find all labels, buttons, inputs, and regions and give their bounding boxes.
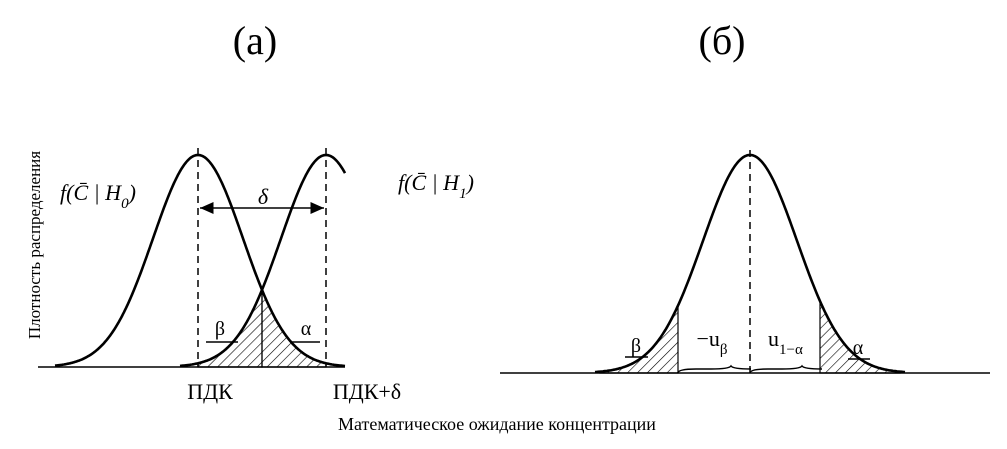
label-subscript: β (720, 342, 728, 358)
label-subscript: 1−α (779, 342, 803, 358)
hatched-area (599, 305, 679, 374)
hatched-area (261, 289, 327, 368)
curve-label: f(C̄ | H1) (398, 170, 474, 202)
panel-b: −uβ u1−α β α (500, 150, 990, 374)
label-text: u (768, 326, 779, 351)
tick-label: ПДК (187, 379, 233, 404)
beta-label: β (215, 318, 225, 340)
alpha-label: α (301, 318, 312, 340)
label-text: f(C̄ | H (60, 180, 122, 205)
alpha-label: α (853, 337, 864, 359)
bound-label: −uβ (696, 326, 727, 358)
label-text: −u (696, 326, 719, 351)
beta-label: β (631, 335, 641, 357)
y-axis-label: Плотность распределения (25, 151, 44, 339)
brace (749, 364, 823, 374)
label-subscript: 0 (121, 196, 129, 212)
panel-b-title: (б) (699, 18, 746, 63)
hatched-area (197, 289, 263, 368)
bound-label: u1−α (768, 326, 803, 358)
tick-label: ПДК+δ (333, 379, 401, 404)
label-text: ) (465, 170, 474, 195)
shift-label: δ (258, 184, 269, 209)
label-text: ) (127, 180, 136, 205)
label-subscript: 1 (459, 186, 467, 202)
panel-a-title: (а) (233, 18, 277, 63)
label-text: f(C̄ | H (398, 170, 460, 195)
brace (677, 364, 752, 374)
x-axis-label: Математическое ожидание концентрации (338, 414, 656, 434)
curve-label: f(C̄ | H0) (60, 180, 136, 212)
hatched-area (819, 300, 901, 374)
panel-a: δ f(C̄ | H0) f(C̄ | H1) β α ПДК ПДК+δ (38, 148, 474, 404)
